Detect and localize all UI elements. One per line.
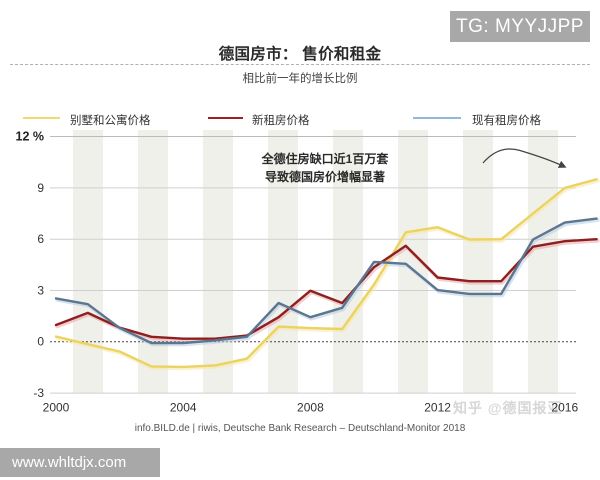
- svg-text:2004: 2004: [170, 401, 197, 415]
- svg-text:12 %: 12 %: [16, 130, 45, 144]
- svg-text:2008: 2008: [297, 401, 324, 415]
- svg-text:2012: 2012: [424, 401, 451, 415]
- svg-text:9: 9: [37, 181, 44, 195]
- svg-text:2000: 2000: [43, 401, 70, 415]
- svg-text:-3: -3: [33, 386, 44, 400]
- svg-text:6: 6: [37, 232, 44, 246]
- svg-text:3: 3: [37, 283, 44, 297]
- svg-text:0: 0: [37, 335, 44, 349]
